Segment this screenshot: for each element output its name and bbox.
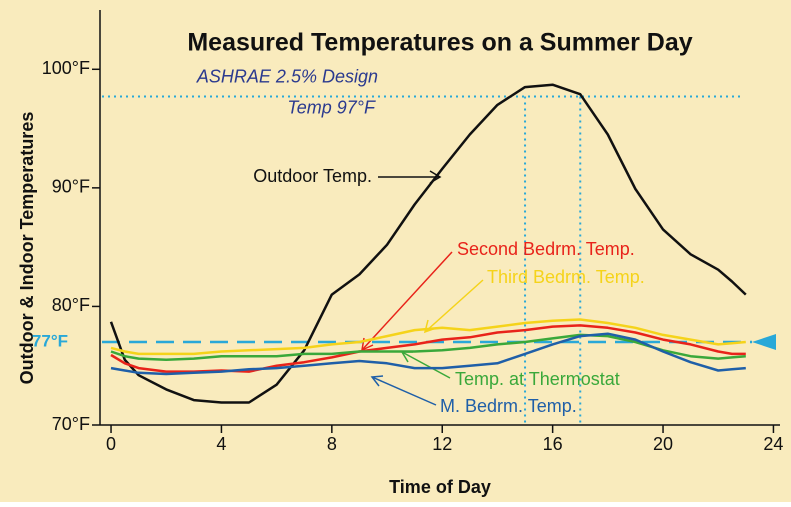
- series-label: Temp. at Thermostat: [455, 369, 620, 389]
- reference-label: 77°F: [32, 331, 68, 350]
- reference-label: Temp 97°F: [287, 97, 376, 117]
- series-label: Outdoor Temp.: [253, 166, 372, 186]
- x-tick-label: 8: [327, 434, 337, 454]
- series-line: [109, 83, 747, 404]
- x-tick-label: 24: [763, 434, 783, 454]
- reference-label: ASHRAE 2.5% Design: [196, 66, 378, 86]
- x-tick-label: 0: [106, 434, 116, 454]
- series-line: [110, 318, 746, 356]
- y-tick-label: 100°F: [42, 58, 90, 78]
- series-label: Second Bedrm. Temp.: [457, 239, 635, 259]
- x-tick-label: 20: [653, 434, 673, 454]
- y-tick-label: 80°F: [52, 295, 90, 315]
- arrow: [361, 251, 453, 351]
- arrow: [371, 376, 437, 406]
- x-axis-label: Time of Day: [389, 477, 491, 497]
- arrowhead: [370, 375, 384, 387]
- y-tick-label: 90°F: [52, 177, 90, 197]
- series-label: Third Bedrm. Temp.: [487, 267, 645, 287]
- series-line: [110, 332, 746, 376]
- arrow: [401, 351, 451, 379]
- y-axis-label: Outdoor & Indoor Temperatures: [17, 112, 37, 385]
- x-tick-label: 4: [216, 434, 226, 454]
- arrowhead: [752, 334, 776, 350]
- x-tick-label: 12: [432, 434, 452, 454]
- chart-title: Measured Temperatures on a Summer Day: [187, 29, 692, 57]
- series-label: M. Bedrm. Temp.: [440, 396, 577, 416]
- arrow: [424, 279, 484, 333]
- x-tick-label: 16: [543, 434, 563, 454]
- y-tick-label: 70°F: [52, 414, 90, 434]
